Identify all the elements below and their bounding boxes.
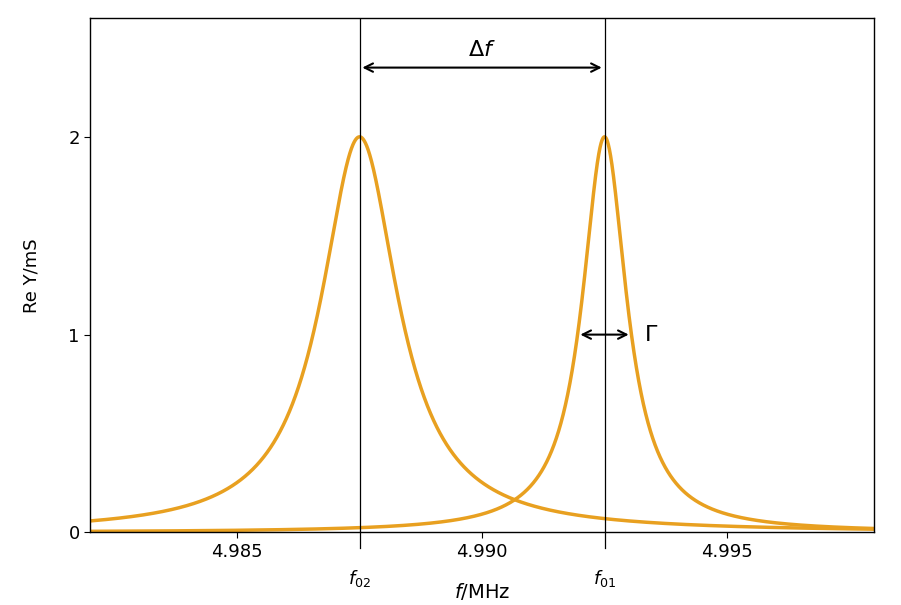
Text: $f$/MHz: $f$/MHz	[454, 581, 510, 602]
Text: $f_{01}$: $f_{01}$	[593, 569, 616, 589]
Text: $\Gamma$: $\Gamma$	[643, 325, 658, 345]
Text: Re Y/mS: Re Y/mS	[23, 238, 41, 313]
Text: $\Delta f$: $\Delta f$	[469, 40, 496, 60]
Text: $f_{02}$: $f_{02}$	[348, 569, 371, 589]
